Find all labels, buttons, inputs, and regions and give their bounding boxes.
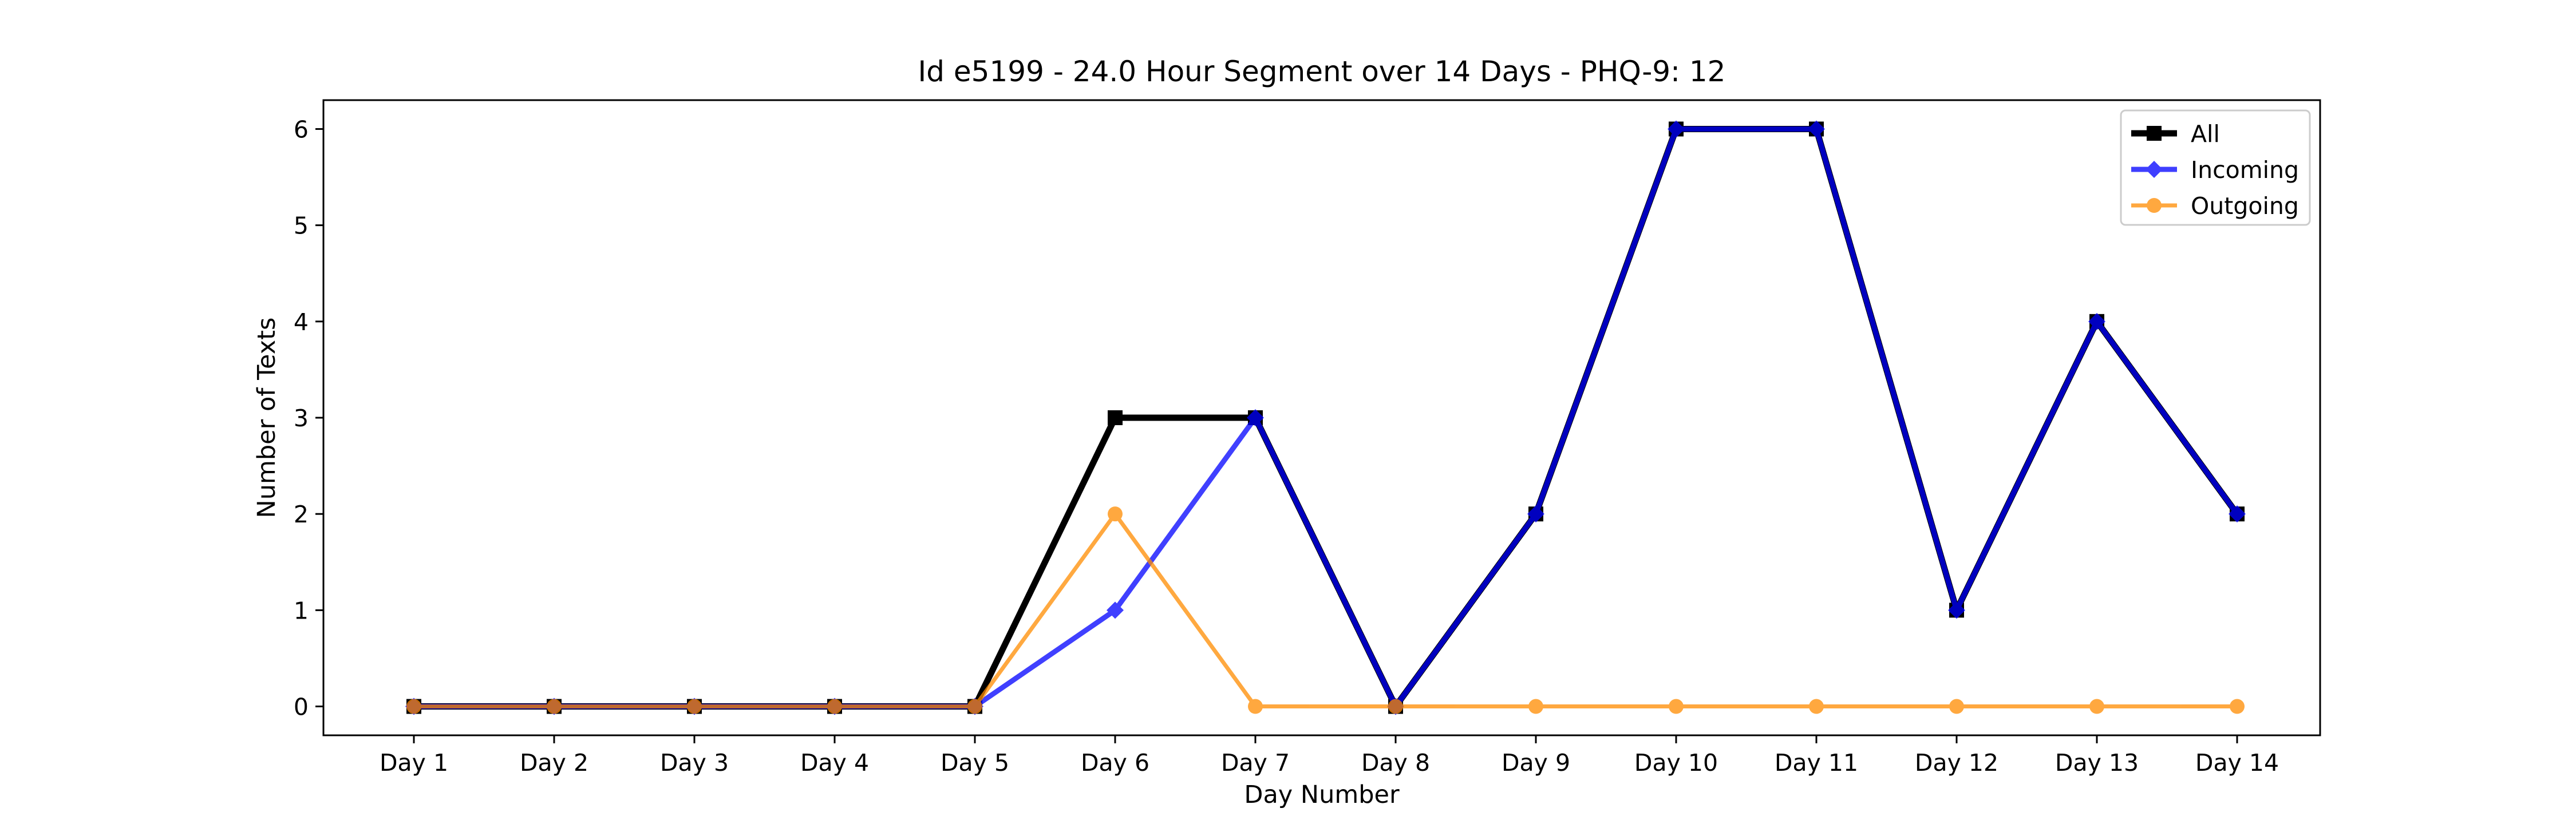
data-point <box>1527 505 1544 523</box>
x-tick-label: Day 5 <box>941 749 1009 777</box>
x-tick-label: Day 10 <box>1634 749 1718 777</box>
data-point <box>1247 409 1264 426</box>
data-point <box>1108 410 1123 425</box>
y-axis: 0 1 2 3 4 5 6 <box>294 116 323 721</box>
x-tick-label: Day 9 <box>1502 749 1570 777</box>
data-point <box>687 699 702 714</box>
x-tick-label: Day 2 <box>520 749 588 777</box>
series-outgoing <box>406 506 2245 714</box>
data-point <box>547 699 562 714</box>
y-axis-label: Number of Texts <box>252 318 281 518</box>
data-point <box>2088 312 2105 330</box>
x-tick-label: Day 3 <box>660 749 729 777</box>
data-point <box>1948 601 1965 619</box>
legend-box <box>2120 109 2311 226</box>
data-point <box>1668 120 1685 138</box>
legend-entry <box>2131 198 2177 213</box>
plot-frame <box>322 99 2321 736</box>
series-line <box>414 512 2237 709</box>
x-tick-label: Day 6 <box>1081 749 1149 777</box>
x-tick-label: Day 14 <box>2195 749 2279 777</box>
y-tick-label: 2 <box>294 501 309 528</box>
legend-label: All <box>2191 120 2220 148</box>
legend-entry <box>2131 126 2177 141</box>
x-tick-label: Day 8 <box>1361 749 1430 777</box>
data-point <box>406 699 421 714</box>
x-tick-label: Day 12 <box>1915 749 1998 777</box>
x-tick-label: Day 11 <box>1775 749 1858 777</box>
legend: All Incoming Outgoing <box>2120 109 2311 226</box>
data-point <box>1388 699 1403 714</box>
legend-label: Incoming <box>2191 156 2299 184</box>
x-tick-label: Day 7 <box>1221 749 1290 777</box>
x-tick-label: Day 13 <box>2055 749 2139 777</box>
y-tick-label: 6 <box>294 116 309 143</box>
data-point <box>967 699 982 714</box>
legend-label: Outgoing <box>2191 192 2299 220</box>
x-axis: Day 1 Day 2 Day 3 Day 4 Day 5 Day 6 Day 7 Day 8… <box>380 735 2279 777</box>
y-tick-label: 0 <box>294 694 309 721</box>
legend-marker <box>2147 126 2162 141</box>
data-point <box>2089 699 2104 714</box>
y-tick-label: 4 <box>294 308 309 336</box>
data-point <box>1808 120 1825 138</box>
data-point <box>1949 699 1964 714</box>
legend-marker <box>2147 198 2162 213</box>
chart-title: Id e5199 - 24.0 Hour Segment over 14 Day… <box>918 55 1726 88</box>
data-point <box>1669 699 1684 714</box>
data-point <box>1108 506 1123 522</box>
data-point <box>1107 601 1124 619</box>
data-point <box>1248 699 1263 714</box>
legend-entry <box>2131 161 2177 178</box>
x-tick-label: Day 4 <box>800 749 869 777</box>
legend-marker <box>2146 161 2163 178</box>
data-point <box>1809 699 1824 714</box>
y-tick-label: 3 <box>294 405 309 432</box>
data-point <box>2229 505 2246 523</box>
data-point <box>1528 699 1543 714</box>
y-tick-label: 1 <box>294 597 309 624</box>
data-point <box>827 699 842 714</box>
x-tick-label: Day 1 <box>380 749 448 777</box>
data-point <box>2230 699 2245 714</box>
x-axis-label: Day Number <box>1244 781 1400 809</box>
y-tick-label: 5 <box>294 212 309 240</box>
series-layer <box>405 120 2246 715</box>
